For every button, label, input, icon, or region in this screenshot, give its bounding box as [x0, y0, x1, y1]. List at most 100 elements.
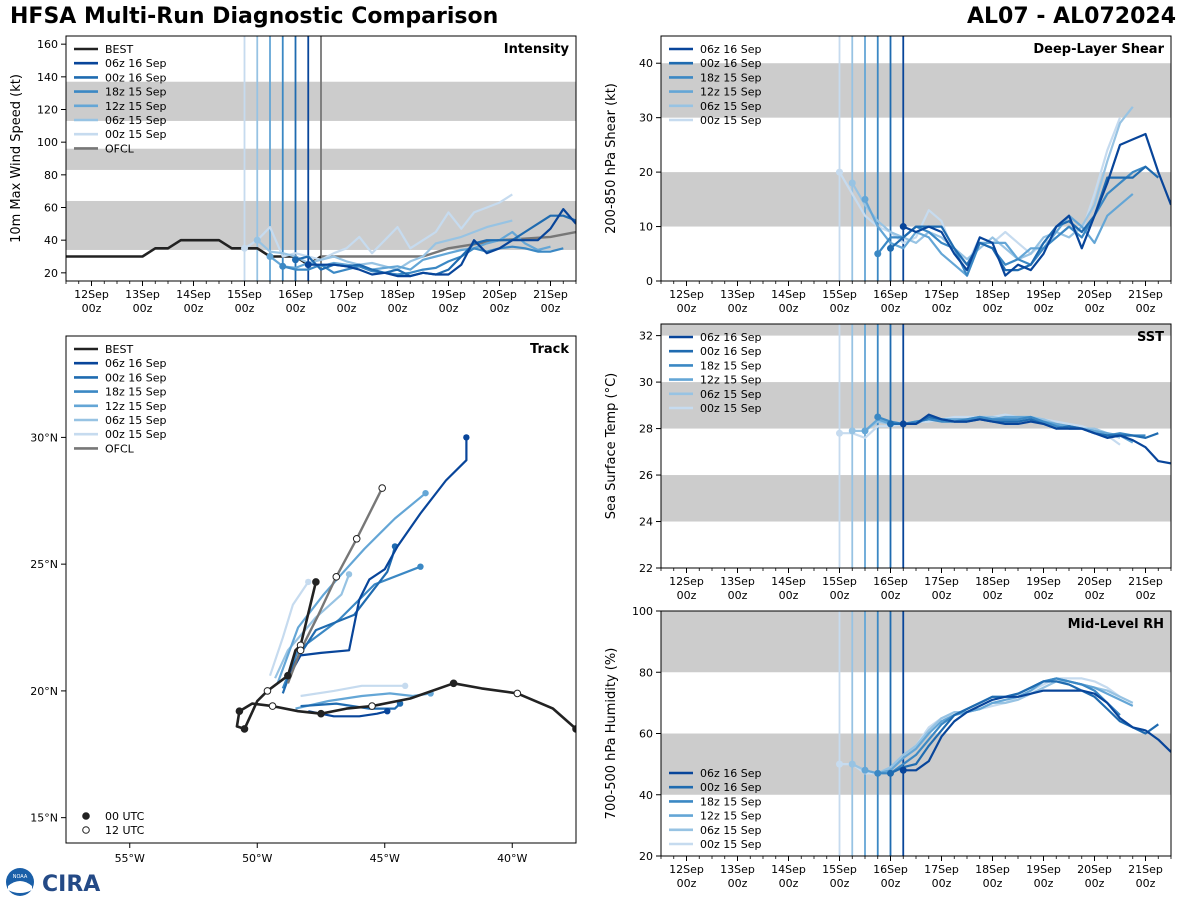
shear-legend-label-0: 06z 16 Sep: [700, 43, 762, 56]
sst-xtick-hour-1: 00z: [728, 589, 748, 602]
sst-series-start-4: [848, 427, 856, 435]
rh-xtick-hour-1: 00z: [728, 877, 748, 890]
track-legend-label-5: 06z 15 Sep: [105, 414, 167, 427]
intensity-xtick-day-7: 19Sep: [431, 288, 466, 301]
sst-ytick-label-2: 26: [639, 469, 653, 482]
rh-xtick-hour-7: 00z: [1034, 877, 1054, 890]
shear-xtick-day-7: 19Sep: [1026, 288, 1061, 301]
intensity-series-start-4: [253, 236, 261, 244]
sst-legend-label-5: 00z 15 Sep: [700, 402, 762, 415]
track-xtick-label-3: 40°W: [497, 852, 527, 865]
sst-ytick-label-5: 32: [639, 330, 653, 343]
noaa-wave-icon: [8, 881, 32, 893]
track-series-end-6: [384, 707, 391, 715]
intensity-series-start-5: [241, 244, 248, 252]
shear-xtick-day-9: 21Sep: [1128, 288, 1163, 301]
track-series-end-9: [401, 682, 409, 690]
shear-legend-label-4: 06z 15 Sep: [700, 100, 762, 113]
track-ofcl-marker-0: [296, 646, 305, 655]
rh-ytick-label-2: 60: [639, 728, 653, 741]
rh-panel-title: Mid-Level RH: [1068, 617, 1164, 632]
sst-ytick-label-4: 30: [639, 376, 653, 389]
rh-ytick-label-1: 40: [639, 789, 653, 802]
intensity-xtick-hour-5: 00z: [337, 302, 357, 315]
rh-xtick-day-0: 12Sep: [669, 863, 704, 876]
intensity-xtick-day-0: 12Sep: [74, 288, 109, 301]
sst-series-start-0: [899, 420, 907, 428]
track-series-end-5: [305, 578, 312, 586]
track-ytick-label-2: 25°N: [30, 558, 58, 571]
shear-plot-area: [661, 36, 1171, 281]
shear-series-start-3: [861, 195, 869, 203]
sst-panel-title: SST: [1137, 330, 1164, 345]
sst-band-2: [661, 324, 1171, 336]
track-plot-area: [235, 434, 576, 733]
intensity-plot-area: [66, 36, 576, 281]
shear-xtick-day-8: 20Sep: [1077, 288, 1112, 301]
shear-xtick-hour-3: 00z: [830, 302, 850, 315]
noaa-badge-text: NOAA: [13, 874, 28, 880]
rh-series-start-2: [874, 769, 882, 777]
sst-legend-label-0: 06z 16 Sep: [700, 331, 762, 344]
sst-ytick-label-1: 24: [639, 516, 653, 529]
sst-xtick-day-8: 20Sep: [1077, 575, 1112, 588]
sst-plot-area: [661, 324, 1171, 568]
shear-ytick-label-2: 20: [639, 166, 653, 179]
shear-band-1: [661, 63, 1171, 118]
sst-series-start-1: [887, 420, 894, 428]
shear-xtick-hour-1: 00z: [728, 302, 748, 315]
sst-ylabel: Sea Surface Temp (°C): [604, 373, 619, 520]
intensity-ylabel: 10m Max Wind Speed (kt): [9, 74, 24, 243]
rh-series-start-3: [861, 766, 869, 774]
rh-xtick-day-7: 19Sep: [1026, 863, 1061, 876]
intensity-legend-label-1: 06z 16 Sep: [105, 57, 167, 70]
intensity-ytick-label-2: 60: [44, 202, 58, 215]
rh-legend-label-3: 12z 15 Sep: [700, 810, 762, 823]
rh-xtick-day-3: 15Sep: [822, 863, 857, 876]
shear-ytick-label-1: 10: [639, 221, 653, 234]
rh-ylabel: 700-500 hPa Humidity (%): [604, 648, 619, 820]
shear-series-start-2: [874, 250, 882, 258]
rh-xtick-hour-6: 00z: [983, 877, 1003, 890]
rh-xtick-hour-2: 00z: [779, 877, 799, 890]
intensity-legend-label-4: 12z 15 Sep: [105, 100, 167, 113]
track-ytick-label-3: 30°N: [30, 431, 58, 444]
track-best-marker-6: [235, 707, 244, 715]
rh-series-start-0: [899, 766, 907, 774]
rh-ytick-label-4: 100: [632, 605, 653, 618]
intensity-series-2: [282, 245, 564, 276]
rh-xtick-day-1: 13Sep: [720, 863, 755, 876]
track-best-marker-8: [263, 687, 272, 695]
intensity-xtick-day-3: 15Sep: [227, 288, 262, 301]
shear-series-start-4: [848, 179, 856, 187]
intensity-xtick-day-1: 13Sep: [125, 288, 160, 301]
sst-ytick-label-3: 28: [639, 423, 653, 436]
track-series-end-4: [345, 571, 353, 578]
shear-ytick-label-0: 0: [646, 275, 653, 288]
rh-xtick-day-6: 18Sep: [975, 863, 1010, 876]
shear-ylabel: 200-850 hPa Shear (kt): [604, 83, 619, 234]
figure-title: HFSA Multi-Run Diagnostic Comparison: [10, 4, 499, 29]
sst-xtick-day-1: 13Sep: [720, 575, 755, 588]
sst-series-1: [890, 415, 1159, 439]
sst-legend-label-1: 00z 16 Sep: [700, 345, 762, 358]
sst-legend-label-3: 12z 15 Sep: [700, 374, 762, 387]
intensity-xtick-hour-0: 00z: [82, 302, 102, 315]
rh-plot-area: [661, 611, 1171, 856]
sst-xtick-hour-6: 00z: [983, 589, 1003, 602]
rh-series-start-5: [836, 760, 843, 768]
intensity-xtick-day-6: 18Sep: [380, 288, 415, 301]
shear-xtick-day-3: 15Sep: [822, 288, 857, 301]
sst-series-start-5: [836, 429, 843, 437]
intensity-legend-label-5: 06z 15 Sep: [105, 114, 167, 127]
rh-series-1: [890, 680, 1159, 775]
rh-legend-label-5: 00z 15 Sep: [700, 838, 762, 851]
shear-xtick-day-5: 17Sep: [924, 288, 959, 301]
rh-ytick-label-3: 80: [639, 666, 653, 679]
track-best-marker-5: [268, 702, 277, 710]
rh-xtick-day-2: 14Sep: [771, 863, 806, 876]
